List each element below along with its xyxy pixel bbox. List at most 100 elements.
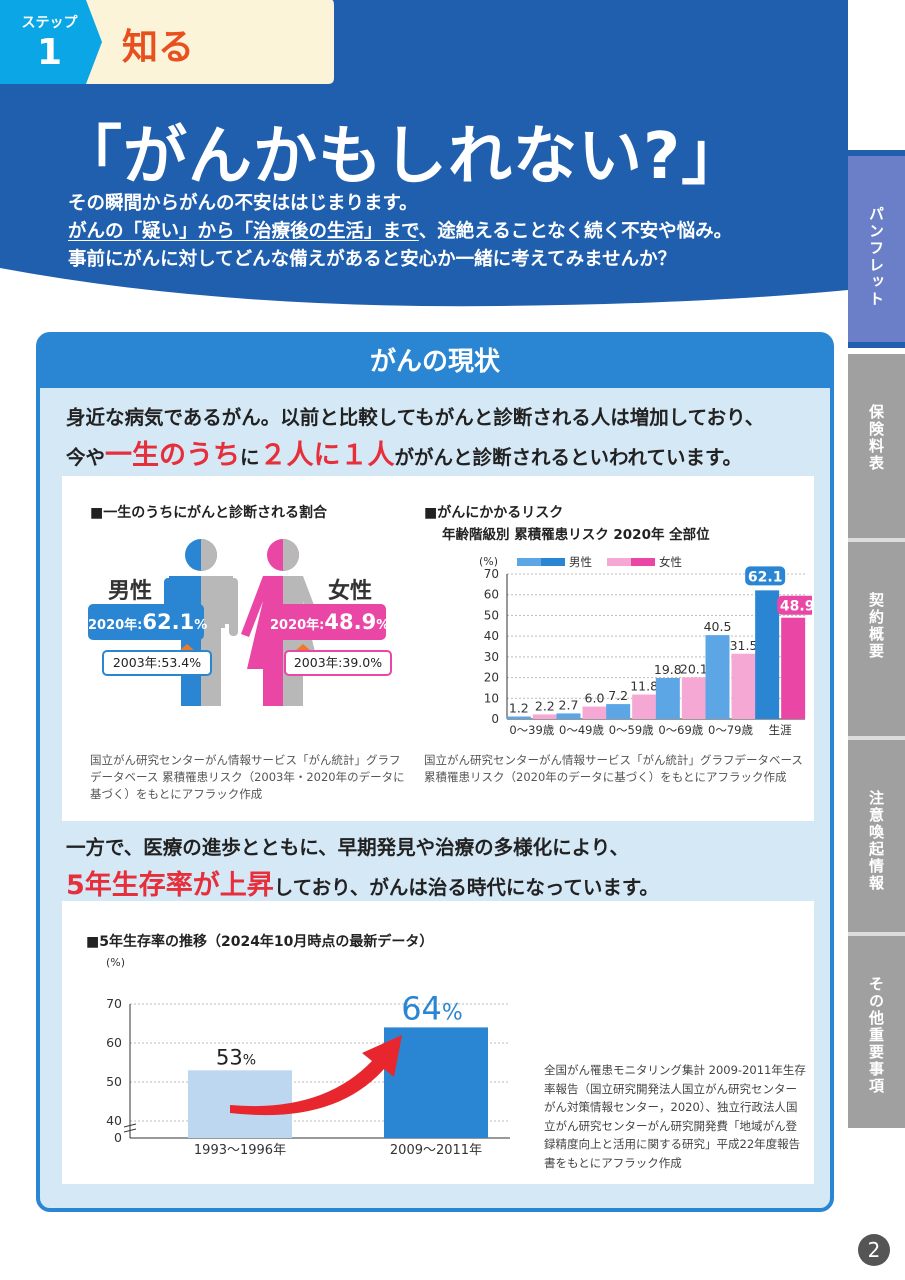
data-label: 2.7 xyxy=(559,697,579,712)
bar xyxy=(506,716,531,719)
value-label-bg xyxy=(777,595,812,615)
pct: % xyxy=(370,655,383,670)
intro-line-2: がんの「疑い」から「治療後の生活」まで、途絶えることなく続く不安や悩み。 xyxy=(68,218,732,246)
x-tick-label: 0～69歳 xyxy=(658,723,703,737)
lead-1-c: に xyxy=(240,446,260,469)
y-tick-label: 30 xyxy=(484,650,499,664)
male-2020-value: 62.1 xyxy=(142,610,195,634)
bar xyxy=(384,1027,488,1138)
bar xyxy=(731,653,756,719)
legend-swatch xyxy=(607,558,631,566)
data-label: 48.9 xyxy=(780,599,812,615)
bar xyxy=(755,590,780,719)
year-label: 2020年: xyxy=(88,618,143,633)
tab-label: パンフレット xyxy=(867,206,885,308)
step-label: ステップ xyxy=(21,15,78,31)
tab-pamphlet[interactable]: パンフレット xyxy=(848,150,905,348)
tab-label: その他重要事項 xyxy=(867,976,885,1095)
x-tick-label: 0～79歳 xyxy=(708,723,753,737)
intro-line-2-rest: 、途絶えることなく続く不安や悩み。 xyxy=(418,221,733,242)
y-tick-label: 60 xyxy=(106,1035,122,1050)
y-tick-label: 70 xyxy=(106,996,122,1011)
tab-caution-info[interactable]: 注意喚起情報 xyxy=(848,740,905,936)
data-label: 62.1 xyxy=(748,569,783,585)
legend-swatch xyxy=(631,558,655,566)
y-tick-label: 40 xyxy=(484,629,499,643)
bar xyxy=(556,713,581,719)
male-2020-box: 2020年:62.1% xyxy=(88,604,208,640)
lead-1-e: ががんと診断されるといわれています。 xyxy=(394,446,743,469)
bar xyxy=(655,677,680,719)
page-title: 「がんかもしれない?」 xyxy=(58,120,747,194)
y-axis-unit: (%) xyxy=(479,555,498,568)
lifetime-source: 国立がん研究センターがん情報サービス「がん統計」グラフデータベース 累積罹患リス… xyxy=(90,753,405,801)
survival-bar-chart: (%) 0 40 50 60 70 1993～1996年 2009～2011年 53% 64% xyxy=(106,956,510,1158)
legend-label: 女性 xyxy=(659,555,682,569)
y-tick-label: 50 xyxy=(484,608,499,622)
female-label: 女性 xyxy=(328,579,373,604)
bar xyxy=(606,704,631,719)
female-2020-box: 2020年:48.9% xyxy=(270,604,390,640)
y-tick-label: 40 xyxy=(106,1113,122,1128)
lead-1-highlight-1: 一生のうち xyxy=(105,440,241,471)
x-tick-label: 1993～1996年 xyxy=(194,1143,286,1158)
data-label: 64% xyxy=(401,989,463,1027)
lead-text-2: 一方で、医療の進歩とともに、早期発見や治療の多様化により、 5年生存率が上昇して… xyxy=(66,829,659,907)
x-tick-label: 2009～2011年 xyxy=(390,1143,482,1158)
data-label: 11.8 xyxy=(630,679,658,694)
data-label: 31.5 xyxy=(730,638,758,653)
year-label: 2003年: xyxy=(112,655,162,670)
bar xyxy=(188,1070,292,1138)
female-2020-value: 48.9 xyxy=(324,610,377,634)
pct: % xyxy=(189,655,202,670)
survival-title: ■5年生存率の推移（2024年10月時点の最新データ） xyxy=(86,934,434,950)
bar xyxy=(582,706,607,719)
data-label: 20.1 xyxy=(680,661,708,676)
pct: % xyxy=(194,618,208,633)
lead-text-1: 身近な病気であるがん。以前と比較してもがんと診断される人は増加しており、 今や一… xyxy=(66,399,764,477)
male-label: 男性 xyxy=(108,579,153,604)
panel-heading: がんの現状 xyxy=(40,336,830,388)
y-tick-label: 0 xyxy=(491,712,499,726)
pct: % xyxy=(376,618,390,633)
lead-2-rest: しており、がんは治る時代になっています。 xyxy=(273,876,659,899)
legend-label: 男性 xyxy=(569,555,592,569)
y-tick-label: 20 xyxy=(484,671,499,685)
data-label: 7.2 xyxy=(608,688,628,703)
bar xyxy=(681,677,706,719)
value-label-bg xyxy=(745,566,786,586)
tab-premium-table[interactable]: 保険料表 xyxy=(848,354,905,542)
tab-contract-summary[interactable]: 契約概要 xyxy=(848,542,905,740)
y-axis-unit: (%) xyxy=(106,956,125,969)
x-tick-label: 0～49歳 xyxy=(559,723,604,737)
data-label: 6.0 xyxy=(585,691,605,706)
data-label: 53% xyxy=(216,1045,256,1069)
female-2003-box: 2003年:39.0% xyxy=(284,650,392,676)
bar xyxy=(781,617,806,719)
bar xyxy=(532,714,557,719)
lead-1-a: 今や xyxy=(66,446,106,469)
year-label: 2020年: xyxy=(270,618,325,633)
y-tick-label: 70 xyxy=(484,567,499,581)
legend-swatch xyxy=(517,558,541,566)
survival-card: ■5年生存率の推移（2024年10月時点の最新データ） (%) 0 40 50 60 70… xyxy=(62,901,814,1184)
x-tick-label: 0～39歳 xyxy=(509,723,554,737)
male-2003-box: 2003年:53.4% xyxy=(102,650,212,676)
increase-arrow-icon xyxy=(230,1035,402,1116)
data-label: 1.2 xyxy=(509,701,529,716)
cancer-status-panel: がんの現状 身近な病気であるがん。以前と比較してもがんと診断される人は増加してお… xyxy=(36,332,834,1212)
bar xyxy=(632,694,657,719)
data-label: 40.5 xyxy=(704,619,732,634)
x-tick-label: 生涯 xyxy=(769,723,792,737)
tab-label: 注意喚起情報 xyxy=(867,790,885,892)
survival-source: 全国がん罹患モニタリング集計 2009-2011年生存率報告（国立研究開発法人国… xyxy=(544,1063,806,1170)
lifetime-title: ■一生のうちにがんと診断される割合 xyxy=(90,505,327,521)
risk-source: 国立がん研究センターがん情報サービス「がん統計」グラフデータベース累積罹患リスク… xyxy=(424,753,803,784)
header-background xyxy=(0,0,848,307)
legend-swatch xyxy=(541,558,565,566)
header: ステップ 1 知る 「がんかもしれない?」 その瞬間からがんの不安ははじまります… xyxy=(0,0,905,320)
tab-other-important[interactable]: その他重要事項 xyxy=(848,936,905,1128)
intro-underlined: がんの「疑い」から「治療後の生活」まで xyxy=(68,221,419,242)
intro-text: その瞬間からがんの不安ははじまります。 がんの「疑い」から「治療後の生活」まで、… xyxy=(68,190,732,274)
intro-line-3: 事前にがんに対してどんな備えがあると安心か一緒に考えてみませんか？ xyxy=(68,249,677,270)
